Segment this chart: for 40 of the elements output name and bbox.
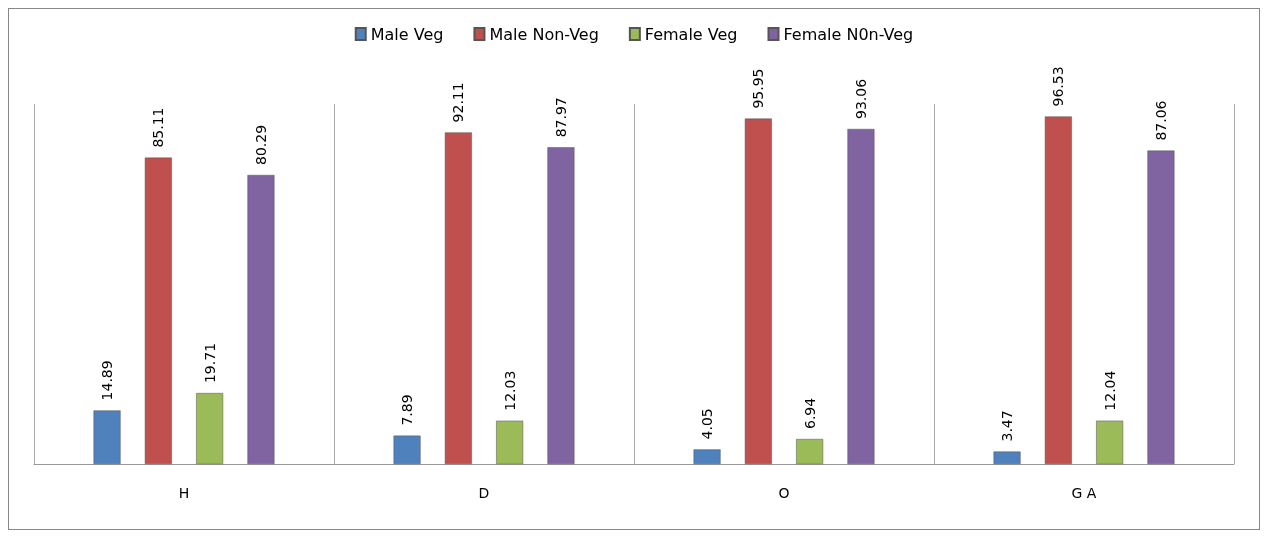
bar: [1096, 420, 1124, 464]
data-label: 93.06: [852, 78, 869, 119]
data-label: 80.29: [252, 124, 269, 165]
bar: [496, 420, 524, 464]
x-tick-label: G A: [1071, 485, 1097, 501]
data-label: 12.04: [1101, 370, 1118, 411]
bar: [393, 435, 421, 464]
bar: [796, 439, 824, 464]
data-label: 12.03: [501, 370, 518, 411]
data-label: 6.94: [801, 397, 818, 430]
data-label: 85.11: [150, 107, 167, 148]
x-tick-label: D: [478, 485, 490, 501]
data-label: 7.89: [399, 394, 416, 426]
data-label: 92.11: [450, 82, 467, 123]
legend-label: Male Non-Veg: [489, 24, 599, 44]
x-tick-label: H: [178, 485, 190, 501]
data-label: 3.47: [999, 410, 1016, 442]
bar: [993, 451, 1021, 464]
data-label: 87.97: [552, 97, 569, 138]
data-label: 95.95: [750, 68, 767, 109]
bar: [693, 449, 721, 464]
data-label: 87.06: [1152, 100, 1169, 141]
data-label: 96.53: [1050, 66, 1067, 107]
data-label: 14.89: [99, 360, 116, 401]
data-label: 4.05: [699, 408, 716, 440]
bar: [144, 157, 172, 464]
bar: [1147, 150, 1175, 464]
legend-label: Female Veg: [644, 24, 738, 44]
bar: [1044, 116, 1072, 464]
bar: [444, 132, 472, 464]
legend-label: Male Veg: [370, 24, 444, 44]
bar: [247, 174, 275, 464]
x-tick-label: O: [778, 485, 790, 501]
bar: [93, 410, 121, 464]
data-label: 19.71: [201, 342, 218, 384]
bar: [547, 147, 575, 464]
legend-label: Female N0n-Veg: [783, 24, 914, 44]
bar: [196, 393, 224, 464]
bar: [847, 128, 875, 464]
bar: [744, 118, 772, 464]
